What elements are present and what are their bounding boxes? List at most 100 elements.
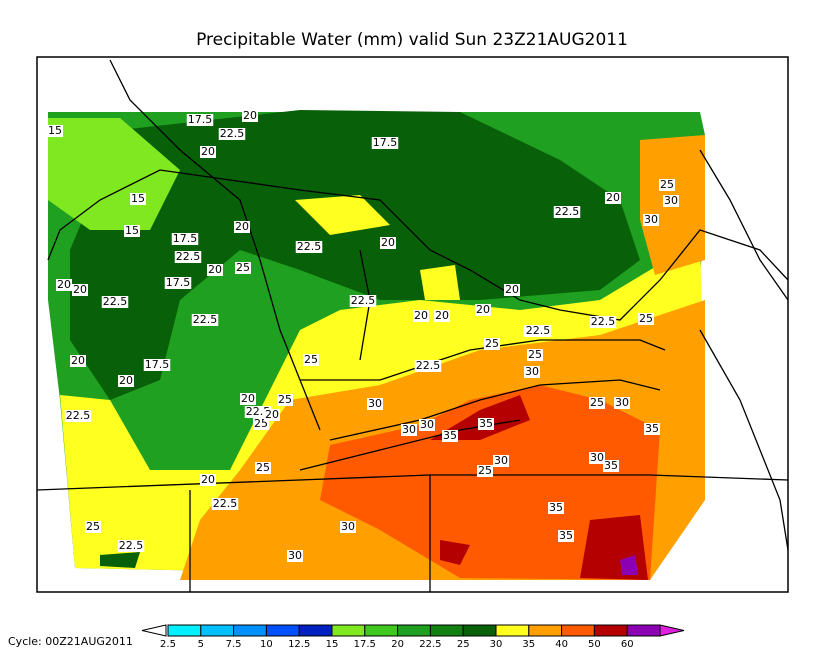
- colorbar-swatch: [233, 624, 267, 637]
- map-fields: [48, 110, 705, 580]
- contour-label-bg: [524, 325, 552, 337]
- contour-label: 20: [73, 283, 87, 296]
- contour-label-bg: [484, 338, 500, 350]
- contour-label-bg: [240, 393, 256, 405]
- contour-label: 25: [528, 348, 542, 361]
- boundaries: [36, 59, 789, 592]
- contour-label-bg: [589, 452, 605, 464]
- contour-label-bg: [603, 460, 619, 472]
- contour-label: 35: [443, 429, 457, 442]
- contour-label: 20: [606, 191, 620, 204]
- contour-label-bg: [218, 128, 246, 140]
- colorbar-label: 12.5: [288, 639, 310, 650]
- contour-label: 22.5: [220, 127, 245, 140]
- contour-label-bg: [367, 398, 383, 410]
- contour-label-bg: [124, 225, 140, 237]
- colorbar: 2.5 5 7.5 10 12.5 15 17.5 20 22.5 25 30 35 40 50 60: [141, 624, 685, 650]
- contour-label: 22.5: [591, 315, 616, 328]
- contour-label-bg: [589, 316, 617, 328]
- contour-label-bg: [663, 195, 679, 207]
- contour-label: 20: [235, 220, 249, 233]
- contour-label: 22.5: [119, 539, 144, 552]
- contour-label-bg: [558, 530, 574, 542]
- contour-label: 15: [48, 124, 62, 137]
- contour-label: 30: [494, 454, 508, 467]
- colorbar-swatch: [265, 624, 300, 637]
- field-45: [620, 555, 638, 575]
- colorbar-swatch: [626, 624, 661, 637]
- contour-label-bg: [47, 125, 63, 137]
- colorbar-swatch: [495, 624, 530, 637]
- border-line: [329, 379, 661, 441]
- contour-label-bg: [434, 310, 450, 322]
- contour-label: 35: [645, 422, 659, 435]
- colorbar-label: 2.5: [160, 639, 176, 650]
- colorbar-label: 30: [490, 639, 503, 650]
- contour-label: 17.5: [173, 232, 198, 245]
- colorbar-swatch: [167, 624, 202, 637]
- coast-line: [699, 149, 789, 301]
- contour-label-bg: [143, 359, 171, 371]
- contour-label: 30: [644, 213, 658, 226]
- contour-label-bg: [242, 110, 258, 122]
- contour-label: 30: [664, 194, 678, 207]
- contour-label: 22.5: [213, 497, 238, 510]
- contour-label: 20: [119, 374, 133, 387]
- contour-label: 30: [368, 397, 382, 410]
- contour-label-bg: [477, 465, 493, 477]
- contour-label-bg: [211, 498, 239, 510]
- field-40: [430, 395, 530, 440]
- map-frame: [36, 56, 789, 593]
- contour-label: 17.5: [145, 358, 170, 371]
- contour-label-bg: [200, 474, 216, 486]
- colorbar-swatch: [298, 624, 333, 637]
- contour-label: 20: [208, 263, 222, 276]
- colorbar-swatch: [528, 624, 563, 637]
- contour-label-bg: [118, 375, 134, 387]
- colorbar-end: [141, 624, 167, 637]
- contour-label: 30: [288, 549, 302, 562]
- contour-label-bg: [235, 262, 251, 274]
- contour-label: 25: [660, 178, 674, 191]
- contour-label: 35: [479, 417, 493, 430]
- contour-label: 20: [57, 278, 71, 291]
- contour-label-bg: [101, 296, 129, 308]
- colorbar-label: 5: [198, 639, 204, 650]
- contour-label-bg: [589, 397, 605, 409]
- colorbar-label: 17.5: [354, 639, 376, 650]
- contour-label-bg: [277, 394, 293, 406]
- contour-label: 20: [241, 392, 255, 405]
- contour-label-bg: [401, 424, 417, 436]
- contour-label-bg: [191, 314, 219, 326]
- contour-label: 20: [505, 283, 519, 296]
- colorbar-swatch: [561, 624, 595, 637]
- contour-label: 30: [615, 396, 629, 409]
- cycle-label: Cycle: 00Z21AUG2011: [8, 635, 133, 648]
- border-line: [300, 339, 666, 381]
- contour-label: 25: [478, 464, 492, 477]
- contour-label: 15: [131, 192, 145, 205]
- colorbar-label: 20: [391, 639, 404, 650]
- contour-label-bg: [349, 295, 377, 307]
- contour-label: 22.5: [416, 359, 441, 372]
- contour-label: 25: [639, 312, 653, 325]
- border-line: [47, 169, 789, 321]
- contour-label: 20: [71, 354, 85, 367]
- contour-label: 17.5: [373, 136, 398, 149]
- contour-label: 20: [381, 236, 395, 249]
- contour-label-bg: [644, 423, 660, 435]
- contour-label-bg: [174, 251, 202, 263]
- contour-label-bg: [442, 430, 458, 442]
- colorbar-label: 35: [522, 639, 535, 650]
- contour-label: 25: [86, 520, 100, 533]
- contour-label: 17.5: [166, 276, 191, 289]
- contour-label-bg: [207, 264, 223, 276]
- contour-label: 35: [559, 529, 573, 542]
- colorbar-label: 10: [260, 639, 273, 650]
- contour-label-bg: [605, 192, 621, 204]
- contour-label: 22.5: [555, 205, 580, 218]
- contour-label-bg: [371, 137, 399, 149]
- contour-label: 30: [341, 520, 355, 533]
